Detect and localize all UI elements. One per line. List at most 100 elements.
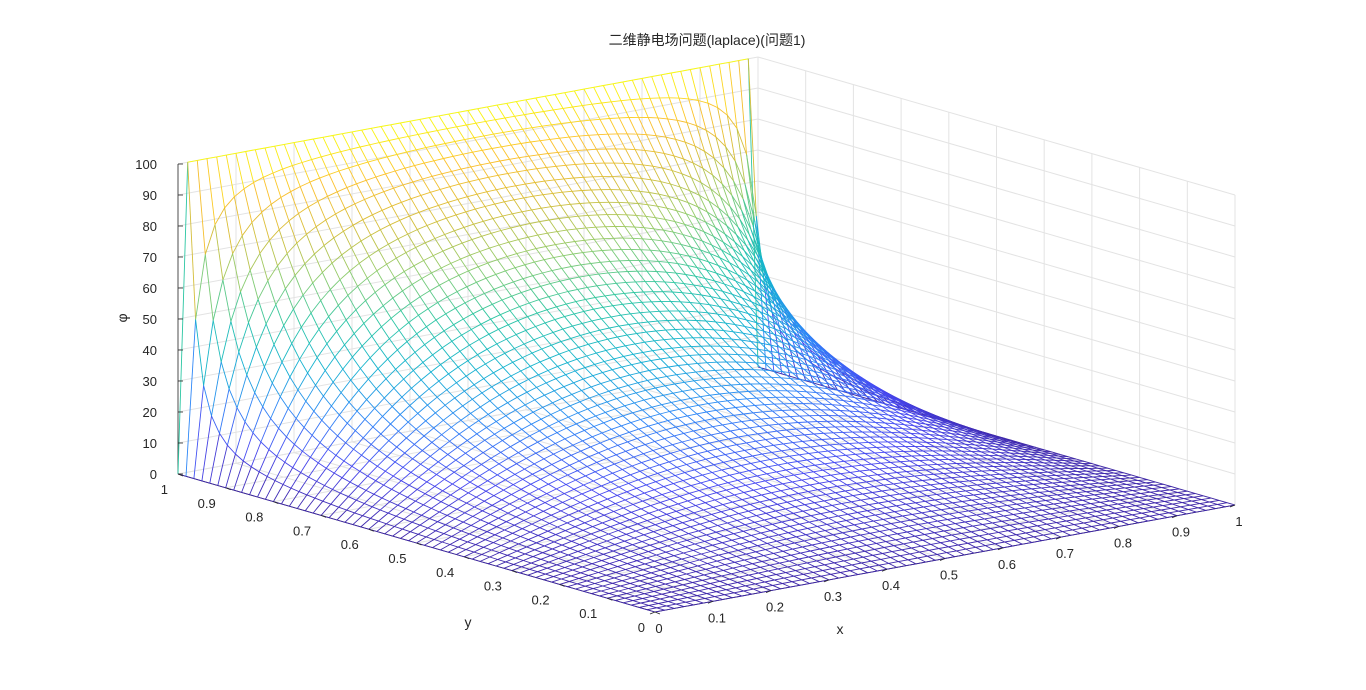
mesh-segment bbox=[615, 345, 626, 349]
mesh-segment bbox=[754, 328, 765, 332]
mesh-segment bbox=[417, 134, 427, 148]
mesh-segment bbox=[575, 301, 585, 312]
mesh-segment bbox=[640, 505, 651, 510]
mesh-segment bbox=[535, 322, 546, 327]
mesh-segment bbox=[696, 125, 705, 152]
mesh-segment bbox=[591, 485, 602, 491]
mesh-segment bbox=[866, 447, 875, 454]
mesh-segment bbox=[531, 207, 542, 211]
mesh-segment bbox=[658, 368, 668, 377]
mesh-segment bbox=[405, 508, 414, 513]
mesh-segment bbox=[662, 167, 673, 171]
mesh-segment bbox=[548, 293, 559, 298]
mesh-segment bbox=[235, 153, 245, 189]
mesh-segment bbox=[619, 374, 630, 379]
mesh-segment bbox=[586, 149, 596, 164]
mesh-segment bbox=[516, 250, 527, 255]
mesh-segment bbox=[653, 394, 664, 399]
mesh-segment bbox=[305, 510, 314, 514]
mesh-segment bbox=[747, 354, 758, 357]
mesh-segment bbox=[776, 358, 785, 367]
grid-line bbox=[368, 421, 949, 530]
mesh-segment bbox=[630, 249, 640, 261]
mesh-segment bbox=[327, 191, 338, 197]
mesh-segment bbox=[680, 71, 690, 100]
mesh-segment bbox=[604, 463, 615, 469]
mesh-segment bbox=[656, 432, 665, 440]
mesh-segment bbox=[679, 253, 690, 257]
mesh-segment bbox=[605, 506, 614, 512]
mesh-segment bbox=[788, 422, 799, 424]
mesh-segment bbox=[508, 452, 519, 459]
mesh-segment bbox=[707, 312, 718, 315]
mesh-segment bbox=[710, 477, 721, 481]
mesh-segment bbox=[915, 422, 924, 428]
mesh-segment bbox=[687, 264, 698, 268]
mesh-segment bbox=[719, 345, 729, 355]
mesh-segment bbox=[505, 185, 516, 189]
mesh-segment bbox=[556, 303, 567, 308]
mesh-segment bbox=[481, 232, 492, 237]
mesh-segment bbox=[497, 256, 508, 261]
mesh-segment bbox=[646, 330, 657, 333]
mesh-segment bbox=[659, 311, 668, 321]
mesh-segment bbox=[337, 305, 347, 321]
mesh-segment bbox=[539, 357, 550, 363]
mesh-segment bbox=[453, 521, 464, 529]
mesh-segment bbox=[375, 480, 384, 486]
mesh-segment bbox=[702, 168, 712, 190]
mesh-segment bbox=[308, 476, 317, 482]
mesh-segment bbox=[538, 153, 549, 156]
mesh-segment bbox=[589, 329, 600, 334]
mesh-segment bbox=[770, 416, 781, 419]
mesh-segment bbox=[488, 522, 497, 528]
mesh-segment bbox=[645, 216, 655, 230]
mesh-segment bbox=[929, 434, 939, 440]
mesh-segment bbox=[870, 408, 881, 411]
mesh-segment bbox=[858, 441, 869, 444]
mesh-segment bbox=[430, 192, 439, 206]
mesh-segment bbox=[939, 435, 950, 437]
mesh-segment bbox=[734, 160, 744, 200]
mesh-segment bbox=[581, 390, 590, 399]
mesh-segment bbox=[623, 507, 632, 513]
mesh-segment bbox=[321, 419, 331, 429]
mesh-segment bbox=[281, 361, 291, 378]
mesh-segment bbox=[562, 325, 573, 330]
mesh-segment bbox=[485, 273, 496, 279]
mesh-segment bbox=[527, 497, 538, 504]
mesh-segment bbox=[538, 296, 549, 301]
mesh-segment bbox=[942, 450, 951, 456]
mesh-segment bbox=[323, 395, 332, 407]
mesh-segment bbox=[420, 195, 430, 209]
mesh-segment bbox=[467, 110, 477, 124]
mesh-segment bbox=[209, 482, 218, 486]
mesh-segment bbox=[402, 290, 411, 304]
mesh-segment bbox=[405, 351, 416, 361]
mesh-segment bbox=[362, 506, 373, 517]
mesh-segment bbox=[367, 270, 378, 279]
mesh-segment bbox=[513, 281, 522, 293]
mesh-segment bbox=[583, 176, 594, 178]
mesh-segment bbox=[432, 354, 441, 365]
mesh-segment bbox=[385, 173, 394, 189]
mesh-segment bbox=[725, 276, 736, 282]
mesh-segment bbox=[598, 273, 607, 285]
mesh-segment bbox=[310, 312, 320, 330]
mesh-segment bbox=[206, 158, 216, 225]
mesh-segment bbox=[701, 434, 712, 438]
mesh-segment bbox=[290, 191, 299, 214]
mesh-segment bbox=[671, 346, 682, 349]
mesh-segment bbox=[776, 429, 787, 432]
mesh-segment bbox=[455, 459, 465, 466]
mesh-segment bbox=[599, 327, 610, 331]
mesh-segment bbox=[692, 474, 703, 479]
mesh-segment bbox=[524, 404, 534, 413]
mesh-segment bbox=[286, 418, 297, 438]
mesh-segment bbox=[510, 144, 520, 158]
mesh-segment bbox=[752, 296, 762, 307]
mesh-segment bbox=[449, 183, 460, 188]
mesh-segment bbox=[976, 441, 987, 444]
mesh-segment bbox=[758, 390, 767, 398]
mesh-segment bbox=[964, 443, 974, 449]
